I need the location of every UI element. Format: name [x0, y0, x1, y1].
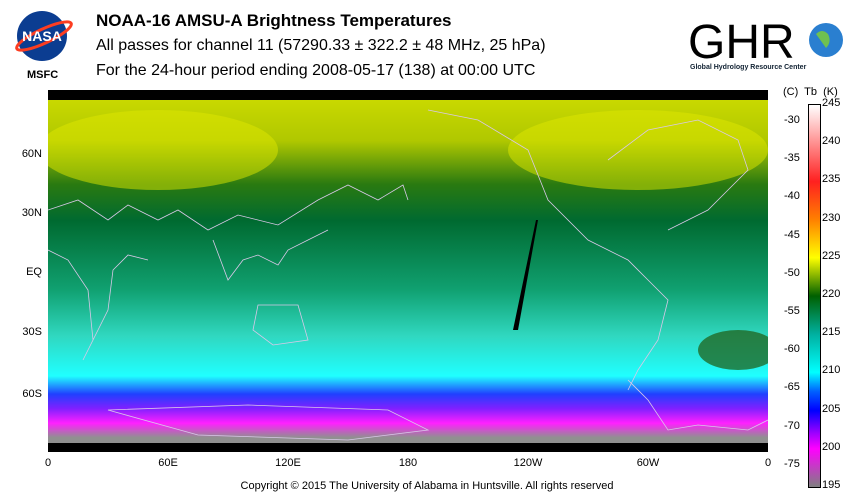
colorbar-kelvin-label: 195	[822, 479, 841, 491]
nasa-logo: NASA	[14, 8, 74, 68]
colorbar-celsius-label: -65	[784, 381, 800, 394]
swath-gap	[513, 220, 538, 330]
ghrc-caption: Global Hydrology Resource Center	[690, 64, 807, 71]
colorbar-celsius-label: -50	[784, 266, 800, 279]
colorbar-celsius-label: -35	[784, 152, 800, 165]
lat-label-60n: 60N	[21, 148, 42, 160]
copyright: Copyright © 2015 The University of Alaba…	[240, 480, 614, 492]
lat-label-60s: 60S	[22, 388, 42, 400]
colorbar-kelvin-label: 220	[822, 288, 841, 300]
colorbar-kelvin-label: 235	[822, 173, 841, 186]
lon-label-60w: 60W	[636, 457, 660, 469]
top-black-bar	[48, 90, 768, 100]
lon-label-0: 0	[44, 457, 52, 469]
period-subtitle: For the 24-hour period ending 2008-05-17…	[96, 62, 536, 79]
colorbar-kelvin-label: 230	[822, 211, 841, 224]
colorbar-celsius-label: -40	[784, 190, 800, 203]
bottom-black-bar	[48, 443, 768, 452]
colorbar-kelvin-label: 240	[822, 135, 841, 148]
coastlines	[47, 109, 769, 441]
ghrc-logo: GHR Global Hydrology Resource Center	[688, 8, 848, 78]
lon-label-60e: 60E	[158, 457, 178, 469]
colorbar-celsius-label: -30	[784, 114, 800, 126]
colorbar-kelvin-label: 225	[822, 249, 841, 262]
lat-label-30s: 30S	[22, 326, 42, 338]
lon-label-0-east: 0	[764, 457, 772, 469]
lat-label-eq: EQ	[26, 266, 42, 278]
colorbar-celsius-label: -55	[784, 305, 800, 317]
colorbar-celsius-label: -45	[784, 228, 800, 241]
lat-label-30n: 30N	[21, 207, 42, 219]
colorbar-kelvin-label: 210	[822, 364, 841, 377]
colorbar-kelvin-label: 205	[822, 402, 841, 415]
page-title: NOAA-16 AMSU-A Brightness Temperatures	[96, 11, 452, 30]
msfc-caption: MSFC	[27, 69, 59, 81]
colorbar-celsius-label: -75	[784, 457, 800, 470]
channel-subtitle: All passes for channel 11 (57290.33 ± 32…	[96, 37, 546, 54]
colorbar	[808, 104, 821, 488]
lon-label-120w: 120W	[513, 457, 543, 469]
colorbar-kelvin-label: 200	[822, 440, 841, 453]
colorbar-kelvin-label: 245	[822, 97, 841, 109]
svg-text:NASA: NASA	[22, 28, 62, 44]
colorbar-celsius-label: -70	[784, 419, 800, 432]
svg-text:GHR: GHR	[688, 16, 795, 69]
colorbar-celsius-label: -60	[784, 343, 800, 356]
lon-label-120e: 120E	[275, 457, 301, 469]
map[interactable]	[38, 90, 778, 452]
colorbar-kelvin-label: 215	[822, 326, 841, 339]
colorbar-header: (C) Tb (K)	[783, 86, 838, 98]
lon-label-180: 180	[398, 457, 418, 469]
